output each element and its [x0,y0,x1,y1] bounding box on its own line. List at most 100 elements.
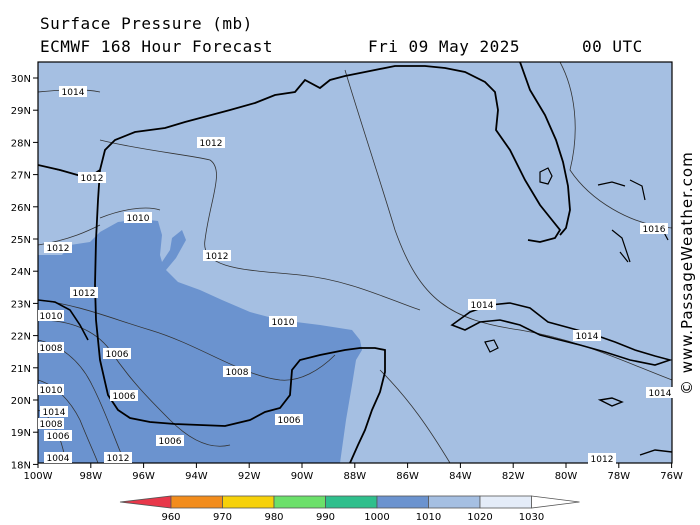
lake-okeechobee [539,167,553,185]
forecast-time: 00 UTC [582,37,643,56]
isobar-label: 1006 [275,414,303,426]
legend-swatch [170,495,223,509]
svg-text:1010: 1010 [272,318,295,328]
isobar-label: 1012 [104,452,132,464]
isobar-label: 1014 [468,299,496,311]
latitude-axis: 30N 29N 28N 27N 26N 25N 24N 23N 22N 21N 20N 19N 18N [11,74,38,471]
legend-value: 1010 [416,512,441,523]
hispaniola-coast [639,449,672,456]
lat-label: 22N [11,332,31,343]
lon-label: 100W [24,471,53,482]
mexico-coastline [94,169,386,463]
lon-label: 80W [555,471,578,482]
lat-label: 26N [11,203,31,214]
lon-label: 84W [449,471,472,482]
legend-value: 960 [161,512,180,523]
lon-label: 92W [238,471,261,482]
svg-text:1014: 1014 [43,408,66,418]
lon-label: 76W [660,471,683,482]
jamaica-island [597,397,624,407]
svg-text:1008: 1008 [40,344,63,354]
legend-value: 1020 [467,512,492,523]
legend-swatch [428,495,481,509]
lon-label: 98W [79,471,102,482]
svg-text:1014: 1014 [471,301,494,311]
credit-text: © www.PassageWeather.com [678,151,696,395]
lon-label: 78W [607,471,630,482]
svg-text:1012: 1012 [206,252,229,262]
pressure-legend: 960 970 980 990 1000 1010 1020 1030 [119,495,580,523]
svg-text:1010: 1010 [40,386,63,396]
lon-label: 90W [291,471,314,482]
svg-text:1006: 1006 [106,350,129,360]
isobar-label: 1010 [38,384,64,396]
isobar-label: 1008 [38,418,64,430]
legend-swatch [376,495,429,509]
svg-text:1004: 1004 [47,454,70,464]
isobar-label: 1012 [70,287,98,299]
lat-label: 20N [11,396,31,407]
legend-value: 970 [213,512,232,523]
legend-value: 1030 [519,512,544,523]
legend-swatch [222,495,275,509]
isobar-label: 1004 [44,452,72,464]
isobar-label: 1014 [59,86,87,98]
lon-label: 86W [396,471,419,482]
svg-text:1006: 1006 [278,416,301,426]
longitude-axis: 100W 98W 96W 94W 92W 90W 88W 86W 84W 82W 80W 78W 76W [24,463,683,482]
lat-label: 29N [11,106,31,117]
isobar-label: 1012 [197,137,225,149]
lat-label: 25N [11,235,31,246]
model-forecast-label: ECMWF 168 Hour Forecast [40,37,274,56]
svg-text:1014: 1014 [62,88,85,98]
isobar-label: 1012 [588,453,616,465]
legend-swatch [325,495,378,509]
isobar-label: 1006 [156,435,184,447]
map-title: Surface Pressure (mb) [40,14,253,33]
pressure-field-1000-1010 [38,219,362,463]
legend-value: 990 [316,512,335,523]
svg-text:1008: 1008 [226,368,249,378]
gulf-coastline [38,65,562,243]
legend-swatch [479,495,532,509]
svg-text:1012: 1012 [200,139,223,149]
svg-text:1012: 1012 [81,174,104,184]
lat-label: 19N [11,428,31,439]
lat-label: 28N [11,138,31,149]
svg-text:1006: 1006 [47,432,70,442]
legend-arrow-high [531,495,580,509]
isobar-label: 1012 [78,172,106,184]
svg-text:1012: 1012 [73,289,96,299]
legend-value: 1000 [364,512,389,523]
isobar-label: 1012 [44,242,72,254]
lon-label: 82W [502,471,525,482]
legend-swatch [273,495,326,509]
svg-text:1010: 1010 [127,214,150,224]
mexico-interior-border [38,299,89,341]
forecast-date: Fri 09 May 2025 [368,37,520,56]
svg-text:1012: 1012 [591,455,614,465]
lat-label: 18N [11,460,31,471]
isle-of-youth [484,339,499,353]
isobar-label: 1014 [573,330,601,342]
isobar-label: 1006 [110,390,138,402]
isobar-label: 1012 [203,250,231,262]
lat-label: 23N [11,299,31,310]
svg-text:1006: 1006 [113,392,136,402]
isobar-label: 1006 [44,430,72,442]
florida-east-coast [519,62,571,236]
isobar-label: 1016 [640,223,668,235]
lat-label: 21N [11,364,31,375]
isobar-label: 1010 [38,310,64,322]
svg-text:1014: 1014 [576,332,599,342]
lat-label: 30N [11,74,31,85]
isobar-labels: 1014 1012 1012 1012 1010 1012 1012 1016 … [38,86,674,465]
isobar-label: 1008 [223,366,251,378]
lon-label: 88W [343,471,366,482]
svg-text:1008: 1008 [40,420,63,430]
isobar-label: 1006 [103,348,131,360]
svg-text:1010: 1010 [40,312,63,322]
isobar-label: 1014 [646,387,674,399]
lat-label: 27N [11,171,31,182]
